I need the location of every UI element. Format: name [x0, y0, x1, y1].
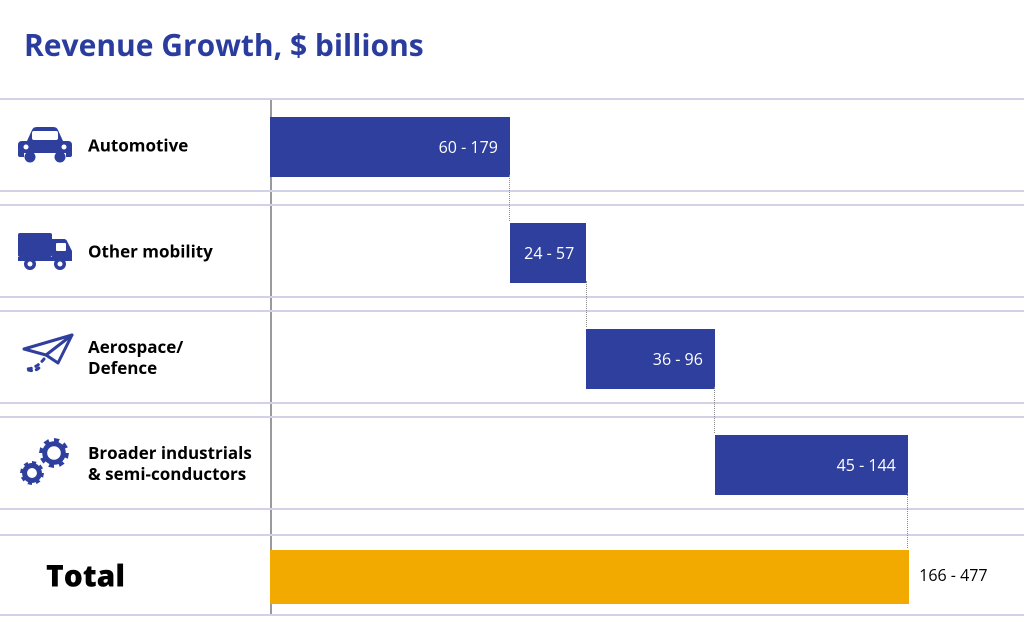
car-icon	[18, 127, 72, 163]
revenue-growth-chart: Revenue Growth, $ billions Automotive 60 …	[0, 0, 1024, 639]
bar-industrials-semi: 45 - 144	[715, 435, 908, 495]
car-icon-wrap	[18, 127, 72, 163]
plane-icon-wrap	[18, 333, 78, 381]
gears-icon	[18, 437, 74, 489]
bar-automotive: 60 - 179	[270, 117, 510, 177]
row-automotive: Automotive 60 - 179	[0, 98, 1024, 192]
chart-title: Revenue Growth, $ billions	[24, 24, 424, 65]
bar-aerospace-defence: 36 - 96	[586, 329, 715, 389]
row-label-other-mobility: Other mobility	[88, 240, 213, 261]
bar-value: 60 - 179	[439, 136, 498, 158]
row-label-industrials-semi: Broader industrials & semi-conductors	[88, 442, 252, 485]
connector	[586, 281, 587, 327]
bar-value: 36 - 96	[653, 348, 703, 370]
bar-value: 24 - 57	[524, 242, 574, 264]
label-cell: Broader industrials & semi-conductors	[0, 418, 270, 508]
bar-value: 45 - 144	[837, 454, 896, 476]
row-industrials-semi: Broader industrials & semi-conductors 45 …	[0, 416, 1024, 510]
label-cell: Aerospace/ Defence	[0, 312, 270, 402]
row-other-mobility: Other mobility 24 - 57	[0, 204, 1024, 298]
row-total: Total 166 - 477	[0, 534, 1024, 616]
bar-other-mobility: 24 - 57	[510, 223, 586, 283]
connector	[907, 493, 908, 548]
bar-value: 166 - 477	[919, 564, 987, 586]
label-cell: Automotive	[0, 100, 270, 190]
row-label-aerospace-defence: Aerospace/ Defence	[88, 336, 183, 379]
bar-total	[270, 550, 909, 604]
row-label-automotive: Automotive	[88, 134, 188, 155]
total-label: Total	[46, 556, 125, 594]
label-cell: Other mobility	[0, 206, 270, 296]
truck-icon-wrap	[18, 231, 74, 271]
connector	[714, 387, 715, 433]
row-aerospace-defence: Aerospace/ Defence 36 - 96	[0, 310, 1024, 404]
paper-plane-icon	[18, 333, 78, 381]
connector	[509, 175, 510, 221]
label-cell: Total	[0, 536, 270, 614]
gears-icon-wrap	[18, 437, 74, 489]
truck-icon	[18, 231, 74, 271]
